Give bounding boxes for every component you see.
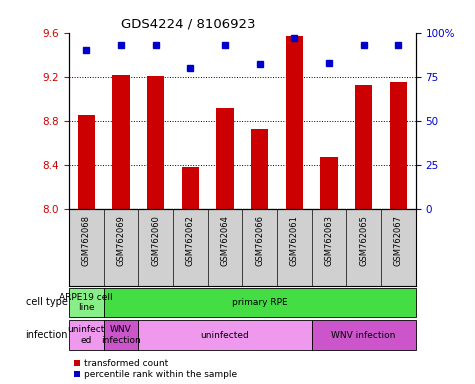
Bar bbox=[251, 129, 268, 209]
Text: GSM762062: GSM762062 bbox=[186, 215, 195, 266]
Text: GSM762063: GSM762063 bbox=[324, 215, 333, 266]
Text: GSM762060: GSM762060 bbox=[151, 215, 160, 266]
Bar bbox=[138, 320, 312, 350]
Text: uninfect
ed: uninfect ed bbox=[67, 325, 105, 345]
Bar bbox=[216, 108, 234, 209]
Text: uninfected: uninfected bbox=[200, 331, 249, 339]
Text: ARPE19 cell
line: ARPE19 cell line bbox=[59, 293, 113, 312]
Bar bbox=[390, 82, 407, 209]
Bar bbox=[181, 167, 199, 209]
Text: GSM762065: GSM762065 bbox=[359, 215, 368, 266]
Text: primary RPE: primary RPE bbox=[232, 298, 287, 307]
Text: GSM762061: GSM762061 bbox=[290, 215, 299, 266]
Text: GDS4224 / 8106923: GDS4224 / 8106923 bbox=[121, 17, 256, 30]
Bar bbox=[69, 288, 104, 317]
Text: infection: infection bbox=[25, 330, 68, 340]
Bar bbox=[355, 84, 372, 209]
Bar bbox=[320, 157, 338, 209]
Bar bbox=[69, 320, 104, 350]
Text: GSM762064: GSM762064 bbox=[220, 215, 229, 266]
Text: GSM762068: GSM762068 bbox=[82, 215, 91, 266]
Bar bbox=[285, 36, 303, 209]
Legend: transformed count, percentile rank within the sample: transformed count, percentile rank withi… bbox=[74, 359, 238, 379]
Text: cell type: cell type bbox=[26, 297, 68, 308]
Text: WNV infection: WNV infection bbox=[332, 331, 396, 339]
Bar bbox=[147, 76, 164, 209]
Bar bbox=[112, 74, 130, 209]
Text: WNV
infection: WNV infection bbox=[101, 325, 141, 345]
Bar bbox=[104, 320, 138, 350]
Text: GSM762066: GSM762066 bbox=[255, 215, 264, 266]
Text: GSM762067: GSM762067 bbox=[394, 215, 403, 266]
Text: GSM762069: GSM762069 bbox=[116, 215, 125, 266]
Bar bbox=[77, 116, 95, 209]
Bar bbox=[312, 320, 416, 350]
